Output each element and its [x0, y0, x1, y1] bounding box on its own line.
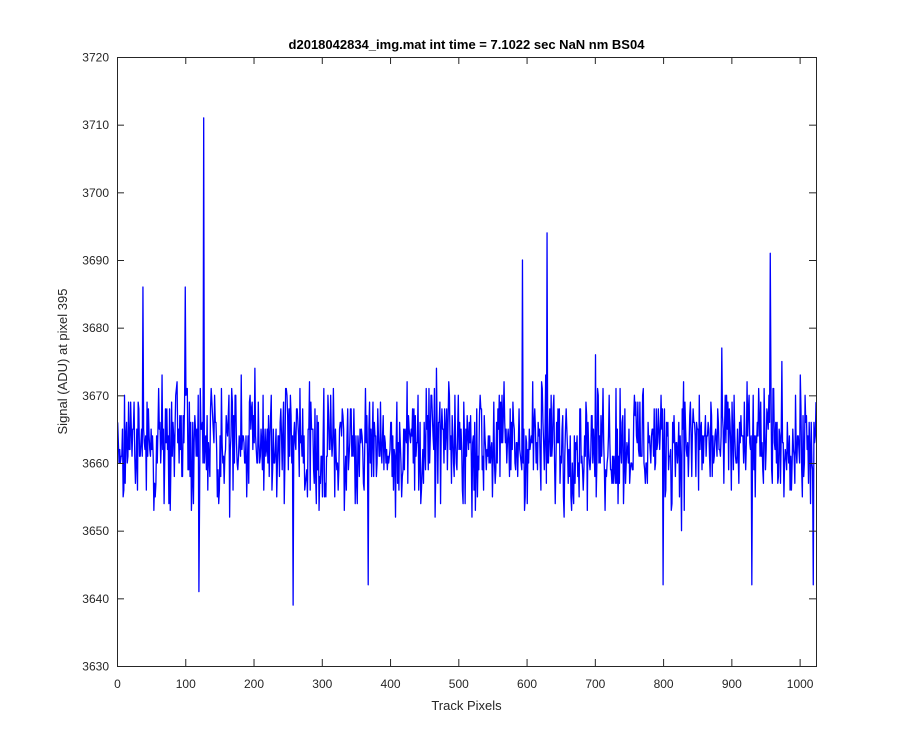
x-tick-label: 100: [176, 677, 196, 691]
x-tick-label: 1000: [787, 677, 814, 691]
series-line: [117, 117, 817, 606]
y-tick-label: 3680: [82, 321, 109, 335]
y-tick-label: 3650: [82, 524, 109, 538]
y-tick-label: 3690: [82, 254, 109, 268]
x-tick-label: 600: [517, 677, 537, 691]
x-tick-label: 500: [449, 677, 469, 691]
y-axis-label: Signal (ADU) at pixel 395: [55, 289, 70, 435]
y-tick-label: 3700: [82, 186, 109, 200]
x-tick-label: 900: [722, 677, 742, 691]
y-tick-label: 3640: [82, 592, 109, 606]
y-tick-label: 3670: [82, 389, 109, 403]
y-tick-label: 3630: [82, 660, 109, 674]
x-tick-label: 0: [114, 677, 121, 691]
data-layer: [117, 117, 817, 606]
x-tick-label: 400: [381, 677, 401, 691]
x-tick-label: 200: [244, 677, 264, 691]
x-axis-label: Track Pixels: [431, 698, 502, 713]
plot-box: [117, 57, 817, 667]
plot-area: [117, 57, 816, 666]
x-tick-label: 300: [312, 677, 332, 691]
x-axis: 0 100 200 300 400 500 600 700 800 900 1000: [114, 57, 814, 691]
y-tick-label: 3710: [82, 118, 109, 132]
x-tick-label: 800: [654, 677, 674, 691]
y-tick-label: 3660: [82, 457, 109, 471]
y-axis: 3630 3640 3650 3660 3670 3680 3690 3700 3710 3720: [82, 51, 816, 674]
x-tick-label: 700: [585, 677, 605, 691]
y-tick-label: 3720: [82, 51, 109, 65]
chart-title: d2018042834_img.mat int time = 7.1022 se…: [289, 37, 646, 52]
